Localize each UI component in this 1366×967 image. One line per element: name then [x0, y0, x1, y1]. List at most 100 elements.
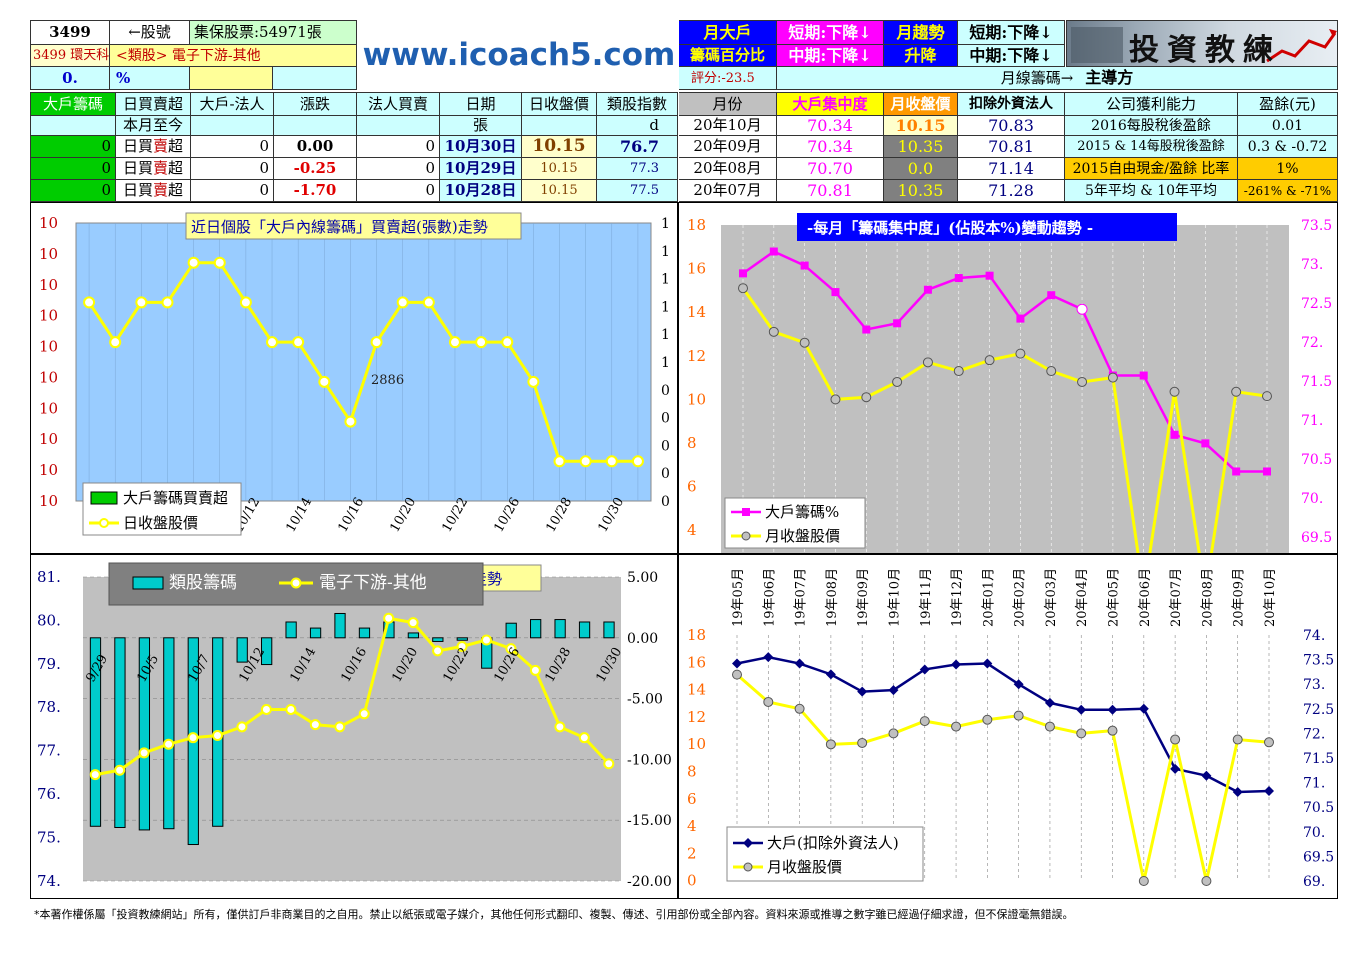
tdcc-shares: 集保股票:54971張: [190, 20, 357, 45]
close-price-marker: [919, 716, 930, 727]
right-axis-tick: -5.00: [627, 692, 663, 708]
month-axis-tick: 19年05月: [731, 568, 746, 627]
big-holder-value: 0: [30, 158, 116, 180]
eps-value: -261% & -71%: [1238, 180, 1338, 202]
legend-label: 類股籌碼: [169, 573, 237, 593]
site-url[interactable]: www.icoach5.com: [362, 37, 676, 73]
sector-chip-bar: [309, 627, 322, 639]
sector-index-marker: [89, 769, 101, 781]
sector-index-marker: [456, 640, 468, 652]
concentration-marker: [1016, 314, 1025, 323]
close-price-marker: [109, 336, 122, 349]
concentration-value: 70.70: [777, 158, 884, 180]
sector-index-marker: [114, 764, 126, 776]
chart-monthly-svg: 18 16 14 12 10 8 6 4 73.5 73. 72.5 72. 71.5 71. 70.5 70…: [687, 213, 1332, 594]
close-price-marker: [1013, 710, 1024, 721]
trade-date: 10月28日: [440, 180, 522, 202]
concentration-marker: [1076, 303, 1088, 315]
month-axis-tick: 19年09月: [856, 568, 871, 627]
close-price-line: [736, 673, 1270, 882]
ex-foreign-marker: [1201, 770, 1212, 781]
column-header: 日期: [440, 92, 522, 116]
month-close-value: 10.35: [884, 136, 958, 158]
close-price: 10.15: [522, 180, 597, 202]
legend-swatch: [90, 491, 118, 505]
right-axis-tick: 0: [661, 438, 670, 454]
sector-index: 77.5: [597, 180, 678, 202]
right-axis-tick: 74.: [1303, 628, 1325, 644]
legend-label: 月收盤股價: [767, 858, 842, 876]
stock-code-label: ←股號: [110, 20, 190, 45]
left-axis-tick: 6: [687, 478, 697, 496]
big-holder-value: 0: [30, 180, 116, 202]
close-price-marker: [888, 728, 899, 739]
column-header: 月收盤價: [884, 92, 958, 116]
close-price-marker: [187, 256, 200, 269]
month-axis-tick: 20年08月: [1200, 568, 1215, 627]
chart-title: 近日個股「大戶內線籌碼」買賣超(張數)走勢: [191, 218, 488, 236]
chart-daily-big-holder: 10 10 10 10 10 10 10 10 10 10 1 1 1 1 1 1 0 0 0 0 0 2886 10/12…: [30, 202, 678, 554]
ex-foreign-marker: [1138, 703, 1149, 714]
chart-title: -每月「籌碼集中度」(佔股本%)變動趨勢 -: [807, 219, 1093, 237]
month-label: 20年08月: [679, 158, 777, 180]
right-axis-tick: 70.5: [1301, 452, 1332, 468]
sector-chip-bar: [456, 637, 468, 641]
profit-label: 2015自由現金/盈餘 比率: [1065, 158, 1238, 180]
right-axis-tick: 1: [661, 272, 670, 288]
label-part: 超: [168, 181, 184, 199]
close-price-marker: [1262, 391, 1272, 402]
sector-chip-bar: [358, 627, 371, 639]
right-axis-tick: 69.5: [1301, 530, 1332, 546]
right-axis-tick: 5.00: [627, 570, 658, 586]
left-axis-tick: 77.: [37, 742, 61, 760]
left-axis-tick: 10: [39, 368, 58, 386]
right-axis-tick: 70.5: [1303, 800, 1334, 816]
blank-cell: [273, 67, 357, 90]
close-price-marker: [553, 455, 566, 468]
sector-index-marker: [529, 664, 541, 676]
month-axis-tick: 19年08月: [825, 568, 840, 627]
sector-index-marker: [383, 612, 395, 624]
concentration-marker: [1139, 371, 1148, 380]
right-axis-tick: 0.00: [627, 631, 658, 647]
blank-cell: [190, 67, 273, 90]
title-box: [185, 212, 522, 240]
legend-marker: [743, 862, 753, 872]
month-axis-tick: 20年03月: [1044, 568, 1059, 627]
sector-index: 77.3: [597, 158, 678, 180]
sector-index-marker: [163, 738, 175, 750]
concentration-marker: [1201, 439, 1210, 448]
left-axis-tick: 4: [687, 817, 697, 835]
close-price-marker: [213, 256, 226, 269]
price-change-value: 0.00: [274, 136, 357, 158]
table-cell: [30, 116, 116, 136]
trade-date: 10月30日: [440, 136, 522, 158]
monthly-chip-row: 月線籌碼→ 主導方: [777, 67, 1338, 90]
left-axis-tick: 18: [687, 626, 706, 644]
month-label: 20年09月: [679, 136, 777, 158]
ex-foreign-value: 70.83: [958, 116, 1065, 136]
legend-label: 日收盤股價: [123, 514, 198, 532]
month-close-value: 10.15: [884, 116, 958, 136]
right-axis-tick: 72.: [1303, 726, 1325, 742]
ex-foreign-marker: [857, 686, 868, 697]
sector-index-marker: [212, 730, 223, 742]
chart-daily-svg: 1010101010101010101011111100000288610/12…: [39, 212, 670, 536]
close-price: 10.15: [522, 136, 597, 158]
left-axis-tick: 10: [39, 276, 58, 294]
close-price-marker: [768, 326, 779, 337]
ex-foreign-marker: [982, 658, 993, 669]
close-price-marker: [1138, 876, 1149, 886]
sector-chip-bar: [603, 621, 615, 639]
close-price-marker: [951, 721, 962, 732]
sector-chip-bar: [236, 637, 248, 663]
close-price-marker: [135, 296, 148, 309]
concentration-marker: [831, 288, 840, 297]
close-price-marker: [763, 696, 774, 707]
table-cell: [274, 116, 357, 136]
legend-marker: [743, 838, 753, 848]
right-axis-tick: 71.: [1301, 413, 1323, 429]
copyright-footer: *本著作權係屬「投資教練網站」所有，僅供訂戶非商業目的之自用。禁止以紙張或電子媒…: [34, 908, 1074, 921]
close-price-marker: [292, 336, 305, 349]
right-axis-tick: 73.5: [1301, 218, 1332, 234]
